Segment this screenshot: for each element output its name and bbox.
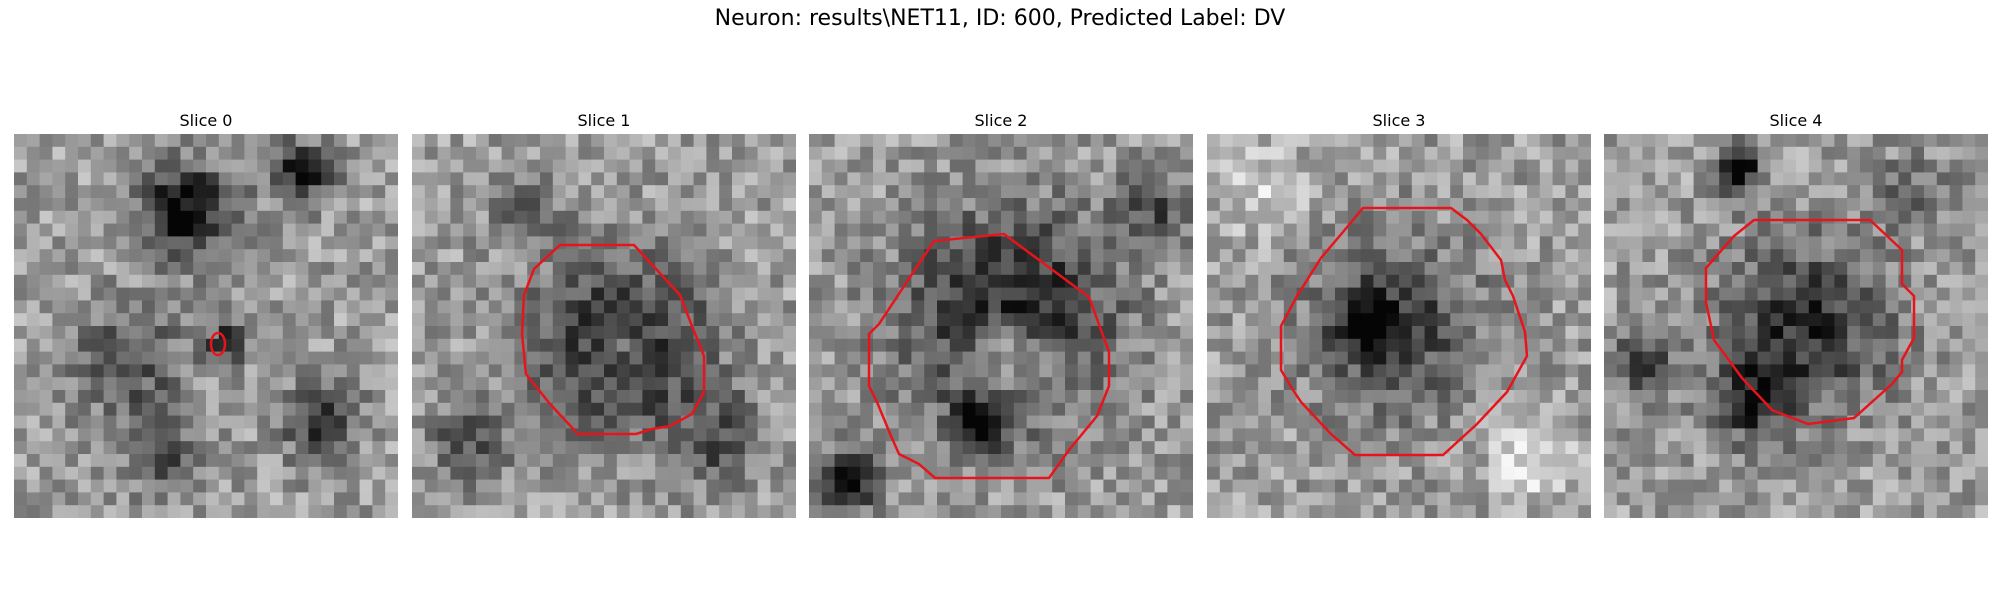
roi-contour (1279, 206, 1529, 457)
roi-contour (209, 331, 227, 357)
roi-contour (520, 243, 706, 436)
slice-panel: Slice 3 (1207, 108, 1591, 518)
slice-image (412, 134, 796, 518)
slice-image (1207, 134, 1591, 518)
slice-image (14, 134, 398, 518)
grayscale-patch (14, 134, 398, 518)
slice-title: Slice 4 (1769, 111, 1823, 130)
grayscale-patch (1604, 134, 1988, 518)
slice-image (809, 134, 1193, 518)
roi-contour (1704, 218, 1916, 426)
slice-panel: Slice 2 (809, 108, 1193, 518)
slice-panel: Slice 0 (14, 108, 398, 518)
slice-image (1604, 134, 1988, 518)
slice-title: Slice 1 (577, 111, 631, 130)
slice-title: Slice 0 (179, 111, 233, 130)
slice-panel: Slice 4 (1604, 108, 1988, 518)
roi-contour (867, 232, 1111, 480)
figure-title: Neuron: results\NET11, ID: 600, Predicte… (714, 6, 1286, 31)
grayscale-patch (412, 134, 796, 518)
slice-title: Slice 3 (1372, 111, 1426, 130)
slice-panel: Slice 1 (412, 108, 796, 518)
grayscale-patch (809, 134, 1193, 518)
slice-title: Slice 2 (974, 111, 1028, 130)
grayscale-patch (1207, 134, 1591, 518)
